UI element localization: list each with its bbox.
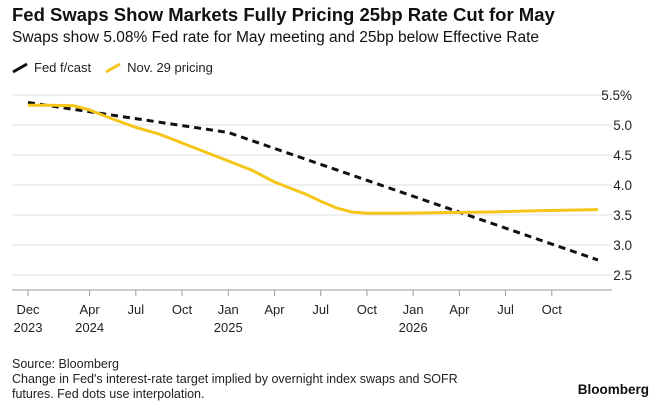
y-tick-label: 5.5% xyxy=(601,88,632,103)
source-line-1: Source: Bloomberg xyxy=(12,357,120,371)
x-tick-year-label: 2026 xyxy=(399,320,428,335)
bloomberg-logo: Bloomberg xyxy=(577,382,649,397)
y-tick-label: 3.0 xyxy=(613,238,632,253)
legend-item-fed-forecast: Fed f/cast xyxy=(12,60,91,75)
source-note: Source: Bloomberg Change in Fed's intere… xyxy=(12,357,532,402)
y-tick-label: 4.5 xyxy=(613,148,632,163)
x-tick-label: Oct xyxy=(542,302,563,317)
series-line-nov29-pricing xyxy=(28,103,599,215)
y-tick-label: 3.5 xyxy=(613,208,632,223)
solid-line-swatch-icon xyxy=(105,62,121,73)
x-tick-year-label: 2024 xyxy=(75,320,104,335)
series-line-fed-forecast xyxy=(27,101,599,262)
x-tick-label: Jan xyxy=(403,302,424,317)
x-tick-year-label: 2025 xyxy=(214,320,243,335)
x-tick-label: Jul xyxy=(128,302,145,317)
x-tick-label: Dec xyxy=(16,302,40,317)
x-tick-label: Jul xyxy=(497,302,514,317)
chart-title: Fed Swaps Show Markets Fully Pricing 25b… xyxy=(12,4,555,25)
x-tick-label: Apr xyxy=(449,302,470,317)
y-tick-label: 5.0 xyxy=(613,118,632,133)
source-line-2: Change in Fed's interest-rate target imp… xyxy=(12,372,458,386)
x-tick-year-label: 2023 xyxy=(14,320,43,335)
legend: Fed f/cast Nov. 29 pricing xyxy=(12,60,227,75)
x-tick-label: Oct xyxy=(172,302,193,317)
x-tick-label: Apr xyxy=(264,302,285,317)
x-tick-label: Jan xyxy=(218,302,239,317)
chart-subtitle: Swaps show 5.08% Fed rate for May meetin… xyxy=(12,29,540,46)
legend-label-fed-forecast: Fed f/cast xyxy=(34,60,92,75)
x-tick-label: Apr xyxy=(80,302,101,317)
x-tick-label: Jul xyxy=(312,302,329,317)
x-tick-label: Oct xyxy=(357,302,378,317)
legend-item-nov29-pricing: Nov. 29 pricing xyxy=(105,60,213,75)
dashed-line-swatch-icon xyxy=(12,62,28,73)
legend-label-nov29-pricing: Nov. 29 pricing xyxy=(127,60,213,75)
source-line-3: futures. Fed dots use interpolation. xyxy=(12,387,205,401)
y-tick-label: 2.5 xyxy=(613,268,632,283)
y-tick-label: 4.0 xyxy=(613,178,632,193)
